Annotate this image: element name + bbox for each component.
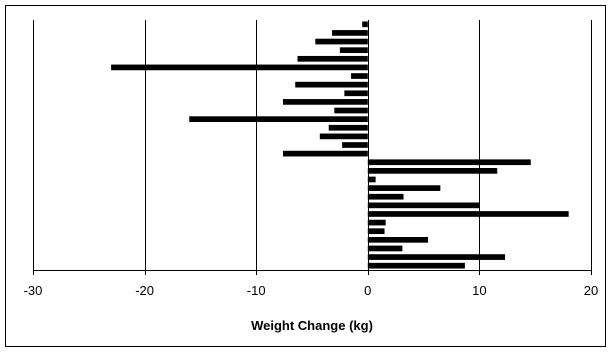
bar xyxy=(297,55,368,62)
x-tick-label: 10 xyxy=(472,283,486,298)
bar xyxy=(282,150,368,157)
bar xyxy=(367,219,386,226)
bar xyxy=(367,228,385,235)
bar xyxy=(367,262,465,269)
bar xyxy=(367,202,480,209)
bar xyxy=(362,21,368,28)
bars xyxy=(111,21,569,269)
bar xyxy=(111,64,368,71)
bar xyxy=(339,47,368,54)
x-tick-label: 20 xyxy=(584,283,598,298)
bar xyxy=(315,38,368,45)
x-tick-label: -20 xyxy=(135,283,154,298)
bar xyxy=(282,99,368,105)
bar xyxy=(367,193,404,200)
chart-frame xyxy=(5,5,606,347)
bar xyxy=(319,133,368,140)
bar xyxy=(344,90,368,97)
x-tick-label: -30 xyxy=(24,283,43,298)
bar xyxy=(334,107,368,114)
x-tick-label: 0 xyxy=(364,283,371,298)
bar xyxy=(342,142,368,148)
bar xyxy=(367,245,403,252)
grid-lines xyxy=(33,20,592,270)
bar xyxy=(367,176,376,183)
x-axis: -30 -20 -10 0 10 20 xyxy=(24,270,598,298)
bar xyxy=(295,81,368,88)
x-tick-label: -10 xyxy=(247,283,266,298)
bar xyxy=(367,211,569,217)
bar xyxy=(367,159,531,166)
bar xyxy=(328,124,368,131)
bar xyxy=(367,236,429,243)
x-axis-title: Weight Change (kg) xyxy=(251,318,373,333)
bar xyxy=(367,185,441,191)
bar xyxy=(351,73,368,79)
bar xyxy=(367,168,498,174)
bar xyxy=(189,116,368,122)
bar xyxy=(332,30,368,36)
bar xyxy=(367,254,506,260)
